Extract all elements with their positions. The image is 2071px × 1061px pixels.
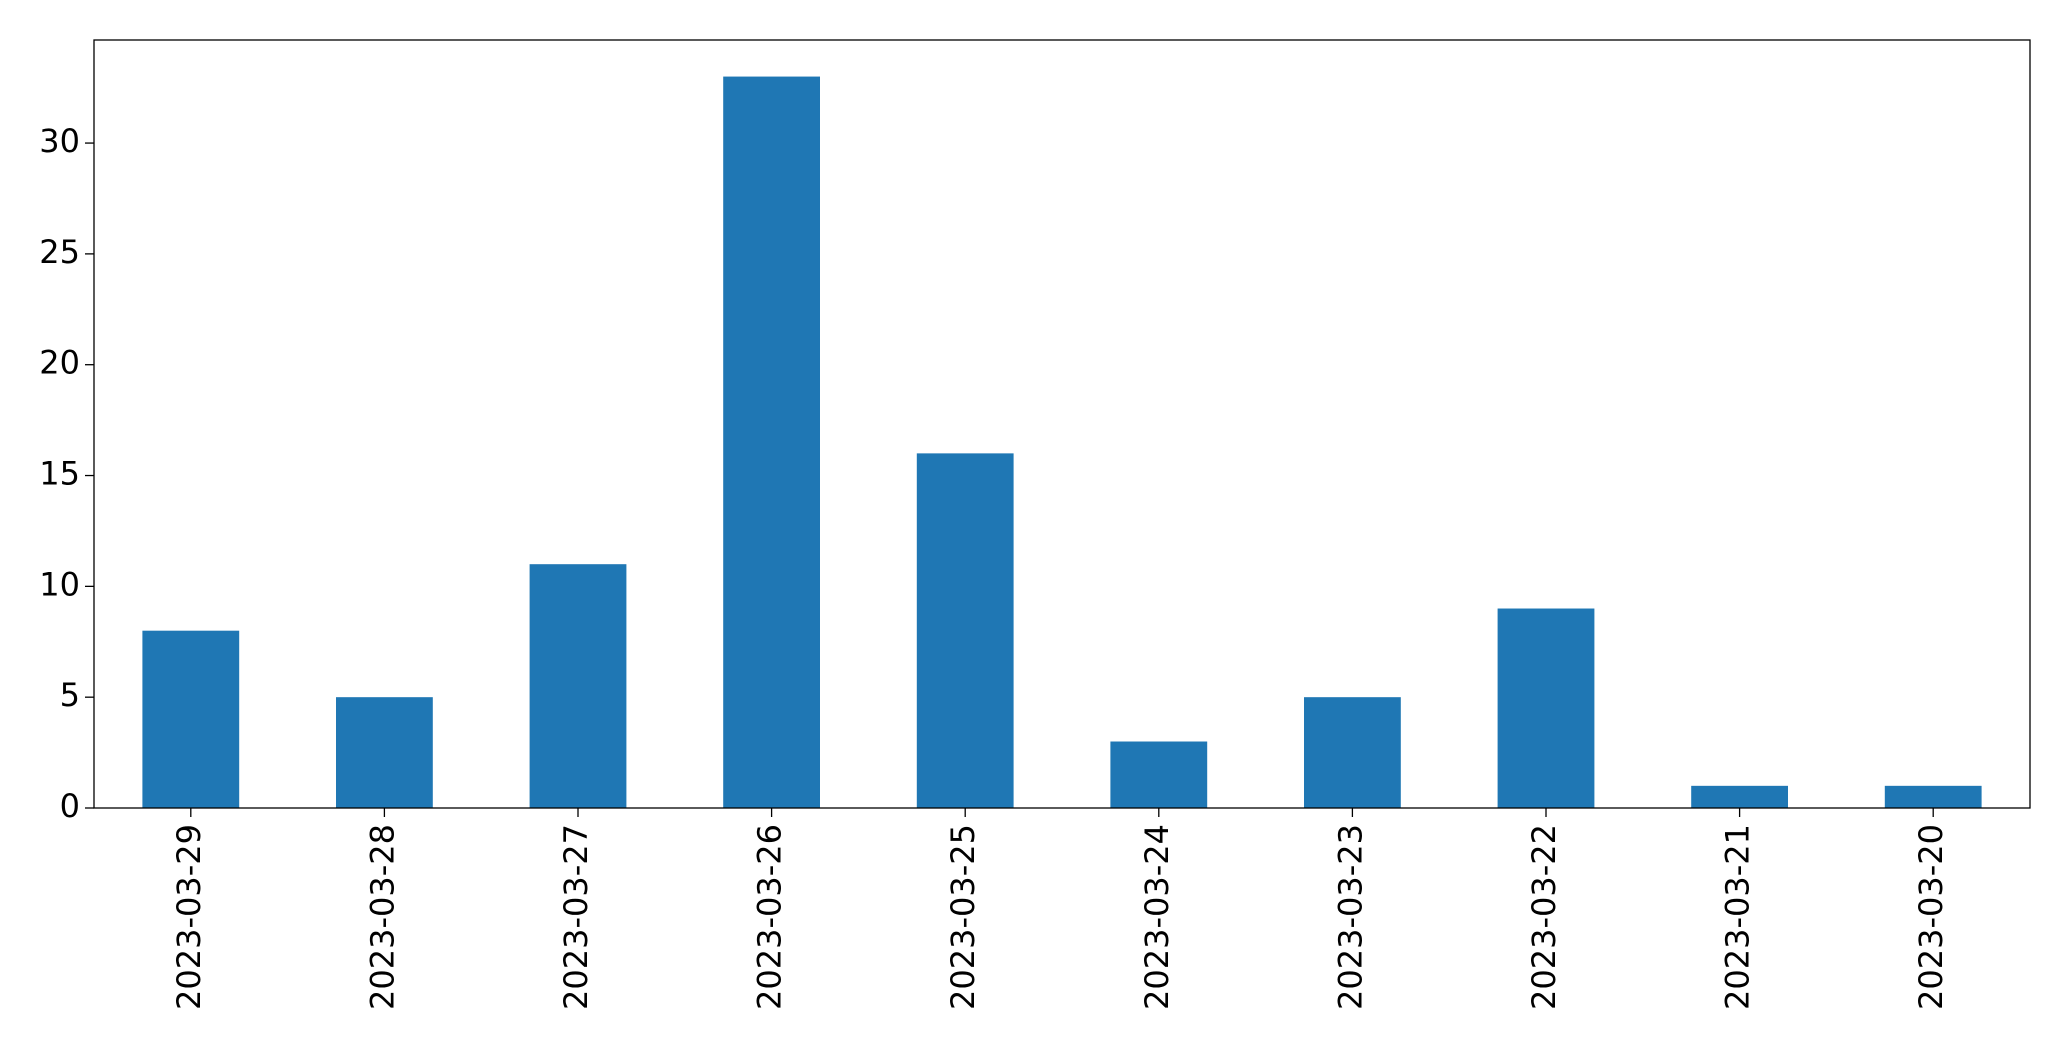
bar: [1691, 785, 1788, 808]
y-tick-label: 10: [39, 565, 80, 603]
bar: [1110, 741, 1208, 808]
x-tick-label: 2023-03-27: [557, 824, 595, 1010]
y-tick-label: 20: [39, 344, 80, 382]
y-tick-label: 25: [39, 233, 80, 271]
y-tick-label: 0: [60, 787, 80, 825]
y-tick-label: 30: [39, 122, 80, 160]
x-tick-label: 2023-03-21: [1719, 824, 1757, 1010]
bar: [529, 564, 627, 808]
x-tick-label: 2023-03-26: [751, 824, 789, 1010]
x-tick-label: 2023-03-28: [363, 824, 401, 1010]
x-tick-label: 2023-03-20: [1912, 824, 1950, 1010]
y-tick-label: 15: [39, 455, 80, 493]
x-tick-label: 2023-03-25: [944, 824, 982, 1010]
bar: [336, 697, 433, 808]
x-tick-label: 2023-03-24: [1138, 824, 1176, 1010]
bar: [1304, 697, 1401, 808]
x-tick-label: 2023-03-29: [170, 824, 208, 1010]
bar: [916, 453, 1014, 808]
x-tick-label: 2023-03-23: [1331, 824, 1369, 1010]
bar: [1884, 785, 1982, 808]
y-tick-label: 5: [60, 676, 80, 714]
x-tick-label: 2023-03-22: [1525, 824, 1563, 1010]
bar: [142, 630, 240, 808]
plot-frame: [93, 39, 2031, 809]
bar: [723, 76, 820, 809]
bar: [1497, 608, 1595, 808]
